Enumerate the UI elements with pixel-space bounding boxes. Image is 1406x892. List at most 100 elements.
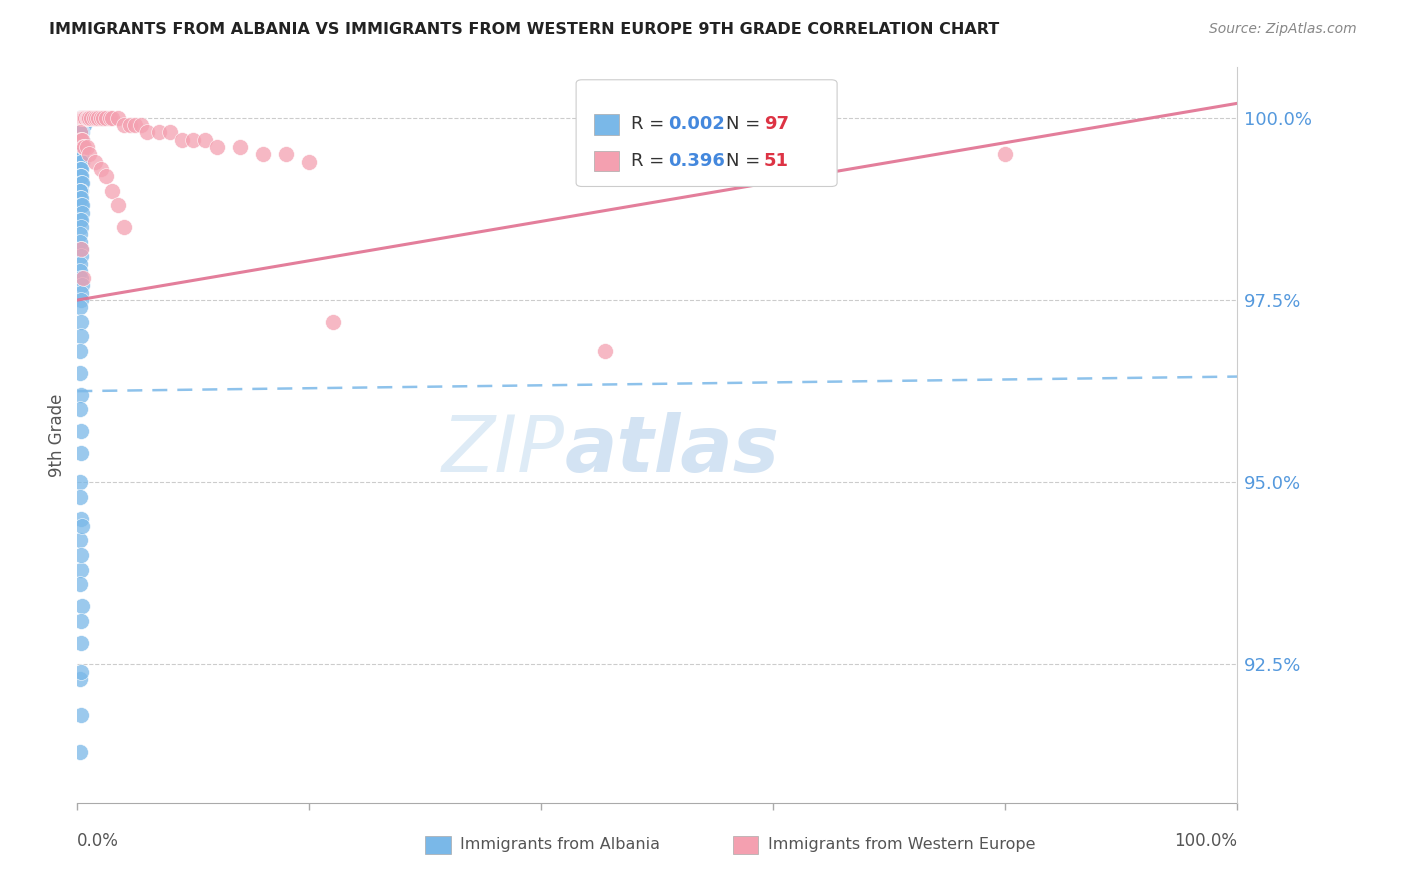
- Point: [72, 271, 94, 285]
- Point: [69, 111, 91, 125]
- Point: [69, 133, 91, 147]
- Point: [69, 475, 91, 490]
- Point: [69, 271, 91, 285]
- Bar: [425, 836, 451, 855]
- Point: [70, 133, 93, 147]
- Point: [70, 118, 93, 132]
- Point: [69, 161, 91, 176]
- Point: [69, 147, 91, 161]
- Point: [72, 111, 94, 125]
- Point: [70, 111, 93, 125]
- Point: [69, 257, 91, 271]
- Point: [69, 301, 91, 315]
- Point: [69, 635, 91, 649]
- Text: N =: N =: [725, 115, 766, 133]
- Point: [135, 126, 157, 140]
- Point: [69, 242, 91, 256]
- Point: [70, 133, 93, 147]
- Point: [69, 161, 91, 176]
- Point: [90, 111, 111, 125]
- Text: Immigrants from Albania: Immigrants from Albania: [460, 838, 659, 852]
- Point: [69, 140, 91, 154]
- Point: [69, 126, 91, 140]
- Point: [69, 140, 91, 154]
- Point: [107, 198, 129, 212]
- Point: [73, 118, 96, 132]
- Point: [70, 111, 93, 125]
- Point: [69, 177, 91, 191]
- Point: [69, 147, 91, 161]
- Point: [69, 672, 91, 686]
- Point: [69, 548, 91, 562]
- Point: [80, 111, 103, 125]
- Point: [70, 140, 93, 154]
- Point: [69, 293, 91, 307]
- Point: [69, 402, 91, 417]
- Point: [84, 111, 107, 125]
- Point: [70, 154, 93, 169]
- Point: [69, 213, 91, 227]
- Text: ZIP: ZIP: [441, 411, 565, 488]
- Point: [69, 285, 91, 300]
- Point: [69, 366, 91, 380]
- Point: [69, 191, 91, 205]
- Point: [72, 111, 94, 125]
- Point: [73, 111, 96, 125]
- Point: [183, 133, 205, 147]
- Text: Source: ZipAtlas.com: Source: ZipAtlas.com: [1209, 22, 1357, 37]
- Point: [70, 133, 93, 147]
- Y-axis label: 9th Grade: 9th Grade: [48, 393, 66, 476]
- Point: [69, 577, 91, 591]
- Text: 51: 51: [763, 153, 789, 170]
- Text: atlas: atlas: [565, 411, 779, 488]
- Point: [118, 118, 141, 132]
- Point: [69, 424, 91, 438]
- Text: 97: 97: [763, 115, 789, 133]
- Point: [274, 147, 298, 161]
- Point: [69, 213, 91, 227]
- Point: [70, 205, 93, 219]
- Point: [69, 184, 91, 198]
- Point: [101, 184, 124, 198]
- Point: [69, 161, 91, 176]
- Point: [69, 154, 91, 169]
- Point: [69, 184, 91, 198]
- Point: [159, 126, 181, 140]
- Point: [96, 111, 118, 125]
- Point: [69, 147, 91, 161]
- Point: [70, 154, 93, 169]
- Point: [72, 118, 94, 132]
- Point: [76, 140, 98, 154]
- Point: [69, 126, 91, 140]
- Point: [70, 111, 93, 125]
- Point: [129, 118, 152, 132]
- Point: [69, 133, 91, 147]
- Point: [69, 147, 91, 161]
- Point: [69, 147, 91, 161]
- Point: [69, 140, 91, 154]
- Point: [69, 111, 91, 125]
- Text: 100.0%: 100.0%: [1174, 832, 1237, 850]
- Text: N =: N =: [725, 153, 766, 170]
- Point: [69, 126, 91, 140]
- Point: [83, 154, 105, 169]
- Point: [69, 614, 91, 628]
- Point: [69, 227, 91, 242]
- Point: [298, 154, 321, 169]
- Point: [75, 111, 97, 125]
- Point: [228, 140, 252, 154]
- Bar: [593, 151, 619, 171]
- Point: [70, 519, 93, 533]
- Point: [91, 111, 114, 125]
- Point: [69, 126, 91, 140]
- Point: [112, 118, 135, 132]
- Point: [69, 533, 91, 548]
- Text: 0.002: 0.002: [668, 115, 724, 133]
- Point: [69, 111, 91, 125]
- Point: [124, 118, 146, 132]
- Point: [69, 315, 91, 329]
- Point: [70, 126, 93, 140]
- Bar: [733, 836, 758, 855]
- Point: [69, 329, 91, 343]
- Point: [170, 133, 193, 147]
